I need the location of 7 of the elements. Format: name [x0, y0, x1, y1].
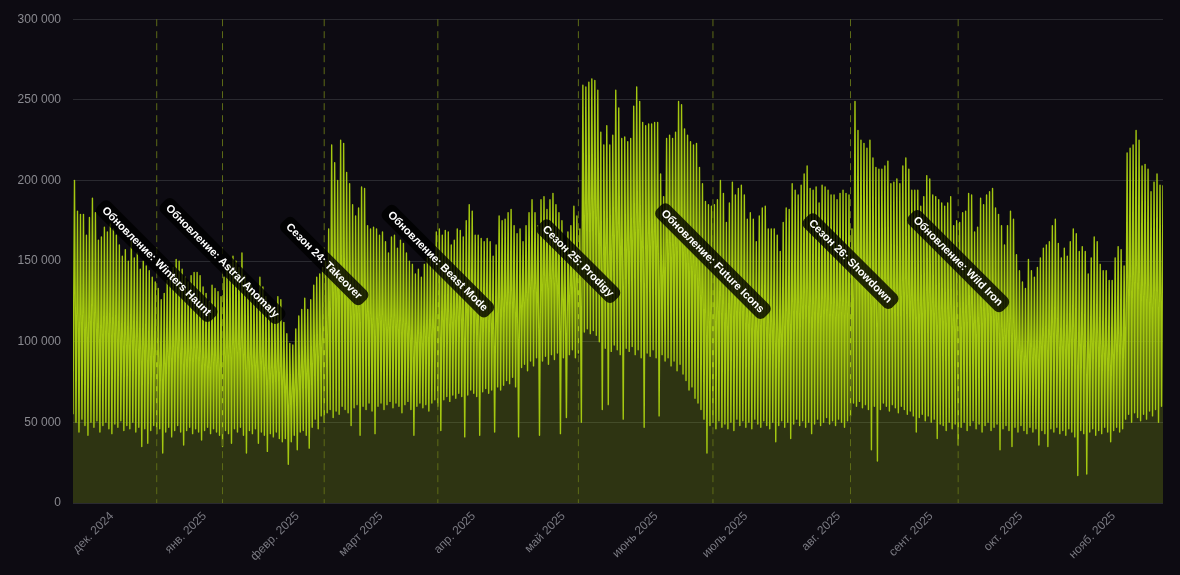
y-tick-label: 50 000: [24, 414, 62, 429]
y-tick-label: 0: [54, 495, 62, 510]
y-tick-label: 200 000: [17, 172, 62, 187]
y-tick-label: 150 000: [17, 253, 62, 268]
y-tick-label: 250 000: [17, 92, 62, 107]
y-tick-label: 100 000: [17, 334, 62, 349]
y-tick-label: 300 000: [17, 11, 62, 26]
